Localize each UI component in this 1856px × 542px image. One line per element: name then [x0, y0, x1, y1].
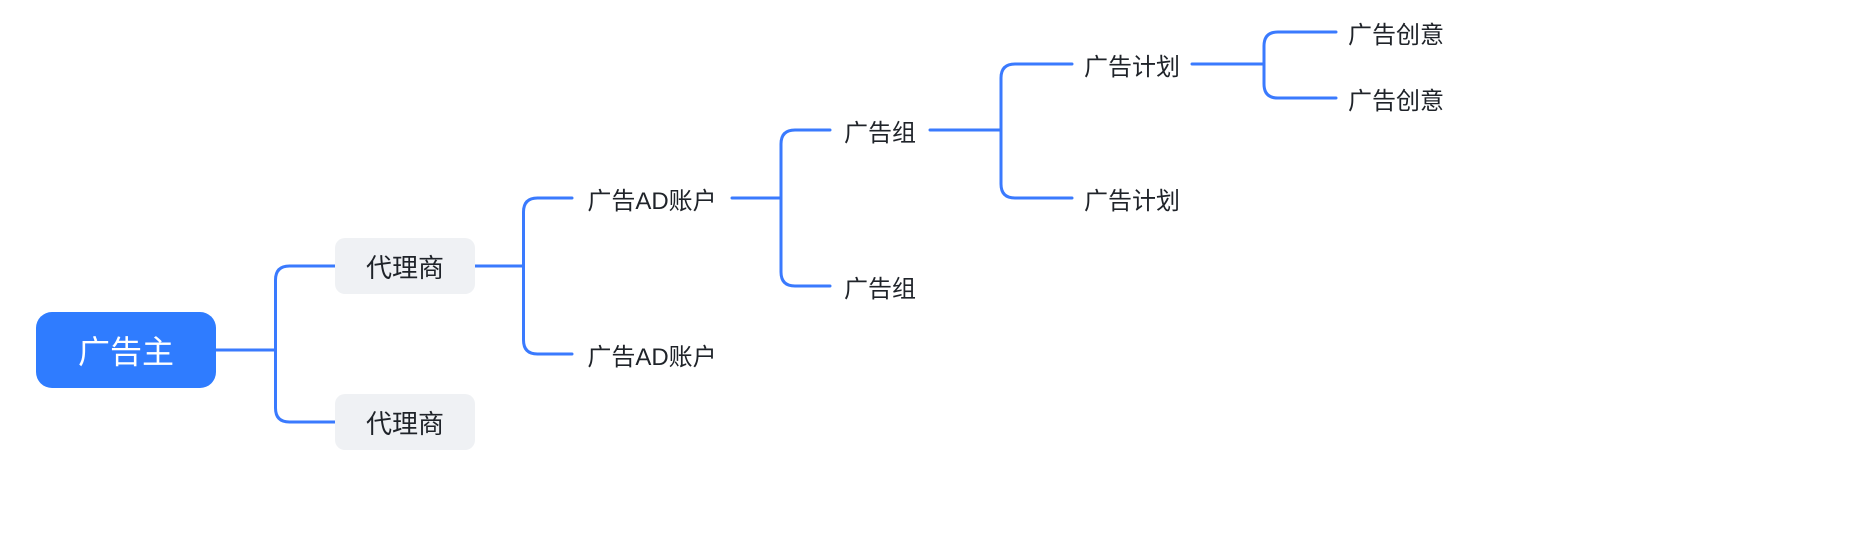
node-agent-2: 代理商 — [335, 394, 475, 450]
node-root: 广告主 — [36, 312, 216, 388]
node-label: 代理商 — [366, 404, 444, 441]
node-creative-1: 广告创意 — [1336, 14, 1456, 50]
node-label: 广告AD账户 — [587, 337, 716, 372]
node-group-2: 广告组 — [830, 268, 930, 304]
node-plan-1: 广告计划 — [1072, 46, 1192, 82]
node-label: 广告AD账户 — [587, 181, 716, 216]
node-account-1: 广告AD账户 — [572, 180, 732, 216]
node-label: 广告计划 — [1084, 47, 1180, 82]
node-creative-2: 广告创意 — [1336, 80, 1456, 116]
mindmap-canvas: 广告主 代理商 代理商 广告AD账户 广告AD账户 广告组 广告组 广告计划 广… — [0, 0, 1856, 542]
node-group-1: 广告组 — [830, 112, 930, 148]
node-label: 广告主 — [78, 327, 174, 373]
node-label: 广告计划 — [1084, 181, 1180, 216]
node-agent-1: 代理商 — [335, 238, 475, 294]
node-label: 广告创意 — [1348, 81, 1444, 116]
node-label: 广告组 — [844, 113, 916, 148]
node-label: 代理商 — [366, 248, 444, 285]
node-plan-2: 广告计划 — [1072, 180, 1192, 216]
node-label: 广告组 — [844, 269, 916, 304]
node-label: 广告创意 — [1348, 15, 1444, 50]
node-account-2: 广告AD账户 — [572, 336, 732, 372]
